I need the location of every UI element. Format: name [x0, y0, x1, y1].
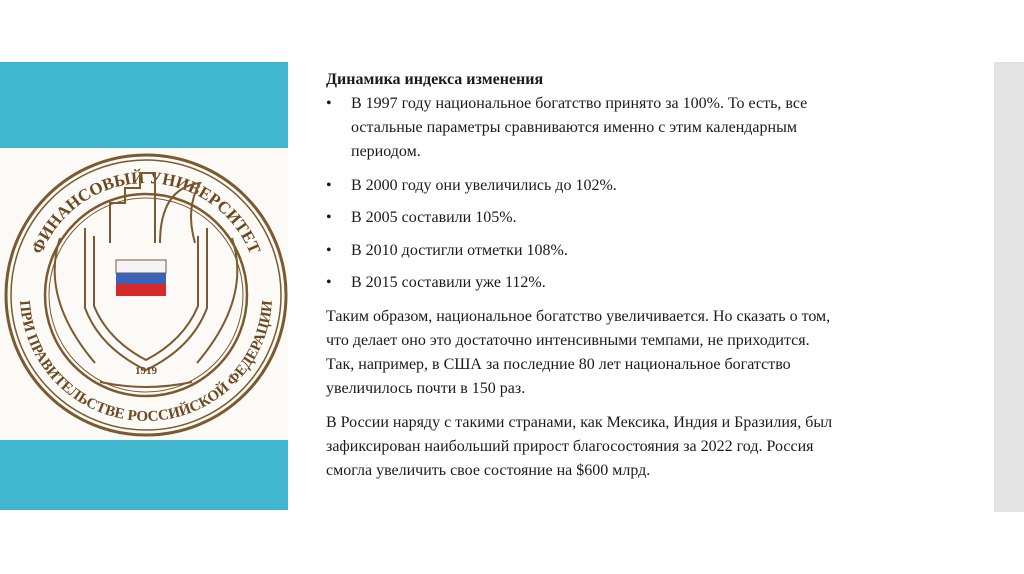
accent-band-bottom: [0, 440, 288, 510]
university-seal: ФИНАНСОВЫЙ УНИВЕРСИТЕТ ПРИ ПРАВИТЕЛЬСТВЕ…: [4, 153, 288, 437]
seal-year: 1919: [135, 365, 158, 377]
university-logo: ФИНАНСОВЫЙ УНИВЕРСИТЕТ ПРИ ПРАВИТЕЛЬСТВЕ…: [0, 148, 288, 440]
paragraph-line: В России наряду с такими странами, как М…: [326, 414, 833, 431]
bullet-marker: •: [326, 177, 332, 194]
bullet-marker: •: [326, 209, 332, 226]
image-panel: ФИНАНСОВЫЙ УНИВЕРСИТЕТ ПРИ ПРАВИТЕЛЬСТВЕ…: [0, 62, 288, 510]
side-bar: [994, 62, 1024, 512]
bullet-text: остальные параметры сравниваются именно …: [351, 119, 797, 136]
bullet-text: В 2000 году они увеличились до 102%.: [351, 177, 617, 194]
paragraph-line: увеличилось почти в 150 раз.: [326, 380, 526, 397]
bullet-text: периодом.: [351, 143, 421, 160]
bullet-text: В 2010 достигли отметки 108%.: [351, 242, 568, 259]
paragraph-line: что делает оно это достаточно интенсивны…: [326, 332, 810, 349]
seal-bottom-text: ПРИ ПРАВИТЕЛЬСТВЕ РОССИЙСКОЙ ФЕДЕРАЦИИ: [16, 299, 276, 425]
bullet-text: В 2015 составили уже 112%.: [351, 274, 546, 291]
paragraph-line: Так, например, в США за последние 80 лет…: [326, 356, 791, 373]
bullet-marker: •: [326, 242, 332, 259]
paragraph-line: смогла увеличить свое состояние на $600 …: [326, 462, 651, 479]
bullet-text: В 2005 составили 105%.: [351, 209, 517, 226]
accent-band-top: [0, 62, 288, 148]
bullet-marker: •: [326, 95, 332, 112]
slide-title: Динамика индекса изменения: [326, 71, 544, 88]
bullet-text: В 1997 году национальное богатство приня…: [351, 95, 808, 112]
paragraph-line: Таким образом, национальное богатство ув…: [326, 308, 831, 325]
bullet-marker: •: [326, 274, 332, 291]
paragraph-line: зафиксирован наибольший прирост благосос…: [326, 438, 814, 455]
